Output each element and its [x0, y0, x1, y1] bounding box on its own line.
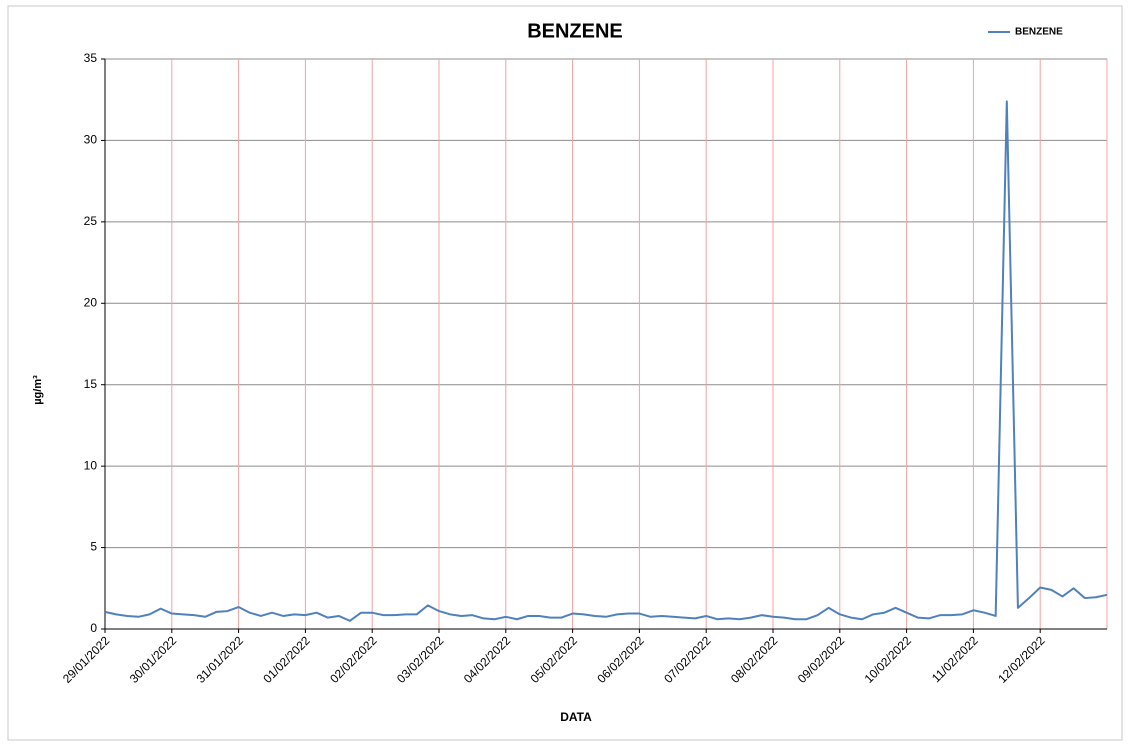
chart-frame — [7, 5, 1123, 741]
y-tick-label: 30 — [84, 133, 98, 147]
y-tick-label: 0 — [90, 621, 97, 635]
y-tick-label: 25 — [84, 214, 98, 228]
chart-title: BENZENE — [527, 20, 623, 42]
data-line — [104, 100, 1108, 622]
y-tick-label: 5 — [90, 540, 97, 554]
y-tick-label: 20 — [84, 295, 98, 309]
legend-label: BENZENE — [1015, 27, 1063, 38]
y-tick-label: 35 — [84, 51, 98, 65]
y-tick-label: 10 — [84, 458, 98, 472]
y-axis-label: µg/m³ — [32, 375, 44, 405]
x-axis-label: DATA — [560, 710, 592, 724]
y-tick-label: 15 — [84, 377, 98, 391]
